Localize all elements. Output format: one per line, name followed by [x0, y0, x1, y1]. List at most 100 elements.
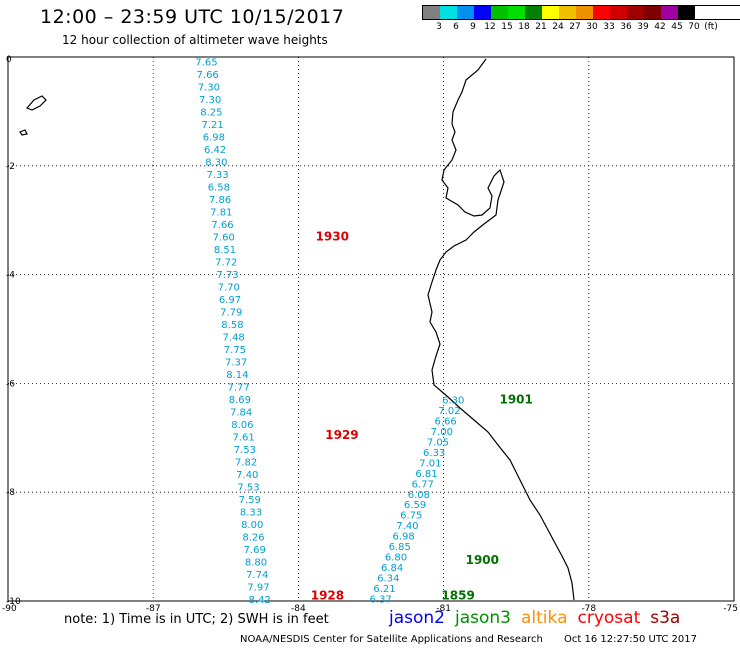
wave-height-west: 7.79 [220, 307, 242, 318]
lon-tick-label: -81 [436, 604, 451, 614]
color-scale-legend: 3 6 9 12 15 18 21 24 27 30 33 36 39 42 45 70 (ft) [422, 5, 740, 34]
wave-height-west: 7.82 [235, 457, 257, 468]
lon-tick-label: -84 [291, 604, 306, 614]
wave-height-east: 6.84 [381, 563, 403, 574]
color-swatch [576, 6, 593, 19]
wave-height-west: 8.69 [229, 395, 251, 406]
lat-tick-label: -4 [6, 271, 15, 281]
color-swatch [457, 6, 474, 19]
wave-height-east: 6.98 [392, 532, 414, 543]
wave-height-east: 6.66 [435, 417, 457, 428]
wave-height-west: 8.42 [249, 595, 271, 606]
pass-time-label: 1930 [316, 230, 349, 244]
axis-labels: -90 -87 -84 -81 -78 -75 0 -2 -4 -6 -8 -10 [2, 55, 738, 614]
lon-tick-label: -75 [723, 604, 738, 614]
color-swatch [644, 6, 661, 19]
wave-height-east: 6.85 [389, 542, 411, 553]
wave-height-east: 7.00 [431, 427, 453, 438]
satellite-label-jason2: jason2 [389, 608, 445, 628]
footer: NOAA/NESDIS Center for Satellite Applica… [240, 634, 715, 645]
wave-height-west: 8.58 [221, 320, 243, 331]
island-small [19, 129, 28, 136]
lat-tick-label: -10 [6, 597, 21, 607]
wave-height-west: 7.53 [237, 482, 259, 493]
footer-credit: NOAA/NESDIS Center for Satellite Applica… [240, 634, 543, 645]
pass-time-label: 1929 [325, 428, 358, 442]
color-scale-label: 27 [569, 22, 581, 32]
wave-height-east: 6.59 [404, 500, 426, 511]
wave-height-west: 6.97 [219, 295, 241, 306]
color-scale-label: 6 [453, 22, 459, 32]
wave-height-east: 6.08 [408, 490, 430, 501]
color-scale-label: 33 [603, 22, 615, 32]
wave-height-west: 8.25 [200, 107, 222, 118]
lon-tick-label: -87 [146, 604, 161, 614]
wave-height-east: 6.80 [385, 552, 407, 563]
color-scale-label: (ft) [704, 22, 718, 32]
wave-height-west: 7.70 [218, 282, 240, 293]
wave-height-east: 6.81 [415, 469, 437, 480]
wave-height-west: 7.66 [197, 70, 219, 81]
color-swatch [440, 6, 457, 19]
wave-height-west: 7.65 [195, 57, 217, 68]
wave-height-west: 7.33 [206, 170, 228, 181]
coastline [427, 58, 575, 601]
color-swatch [627, 6, 644, 19]
color-swatch [559, 6, 576, 19]
wave-height-west: 7.81 [210, 207, 232, 218]
page-subtitle: 12 hour collection of altimeter wave hei… [62, 33, 328, 47]
wave-height-west: 7.69 [244, 545, 266, 556]
wave-height-east: 7.05 [427, 438, 449, 449]
wave-height-west: 8.33 [240, 507, 262, 518]
wave-height-east: 6.34 [377, 573, 399, 584]
color-swatch [678, 6, 695, 19]
map-frame [7, 56, 735, 602]
wave-height-west: 7.40 [236, 470, 258, 481]
wave-height-west: 7.30 [198, 82, 220, 93]
wave-height-west: 7.77 [227, 382, 249, 393]
color-scale-label: 70 [688, 22, 700, 32]
satellite-label-jason3: jason3 [455, 608, 511, 628]
color-swatch [593, 6, 610, 19]
lat-tick-label: 0 [6, 55, 12, 65]
wave-height-west: 8.00 [241, 520, 263, 531]
wave-height-east: 6.30 [442, 396, 464, 407]
lat-tick-label: -6 [6, 379, 15, 389]
wave-height-east: 7.40 [396, 521, 418, 532]
wave-height-west: 6.58 [208, 182, 230, 193]
color-swatch [491, 6, 508, 19]
pass-time-labels: 1930 1929 1928 1901 1900 1859 [311, 230, 533, 603]
color-swatch [423, 6, 440, 19]
pass-time-label: 1901 [499, 393, 532, 407]
wave-height-west: 7.86 [209, 195, 231, 206]
wave-height-east: 7.02 [438, 406, 460, 417]
wave-height-west: 7.72 [215, 257, 237, 268]
wave-height-west: 7.37 [225, 357, 247, 368]
wave-height-east: 7.01 [419, 458, 441, 469]
wave-height-west: 6.98 [203, 132, 225, 143]
color-swatch [542, 6, 559, 19]
footer-timestamp: Oct 16 12:27:50 UTC 2017 [564, 634, 697, 645]
color-scale-label: 15 [501, 22, 513, 32]
satellite-label-cryosat: cryosat [577, 608, 641, 628]
page-title: 12:00 – 23:59 UTC 10/15/2017 [40, 6, 345, 28]
island [25, 95, 47, 111]
color-scale-label: 24 [552, 22, 564, 32]
wave-height-west: 7.48 [223, 332, 245, 343]
color-scale-label: 36 [620, 22, 632, 32]
wave-height-west: 7.60 [213, 232, 235, 243]
color-scale-label: 39 [637, 22, 649, 32]
wave-height-west: 7.73 [216, 270, 238, 281]
color-scale-label: 9 [470, 22, 476, 32]
color-scale-label: 3 [436, 22, 442, 32]
satellite-label-altika: altika [521, 608, 568, 628]
color-swatch [610, 6, 627, 19]
wave-height-west: 8.06 [231, 420, 253, 431]
color-scale-labels: 3 6 9 12 15 18 21 24 27 30 33 36 39 42 45 70 (ft) [422, 20, 740, 34]
wave-height-west: 7.21 [201, 120, 223, 131]
wave-height-west: 7.59 [239, 495, 261, 506]
color-swatch [525, 6, 542, 19]
color-scale-label: 12 [484, 22, 496, 32]
color-scale-label: 45 [671, 22, 683, 32]
